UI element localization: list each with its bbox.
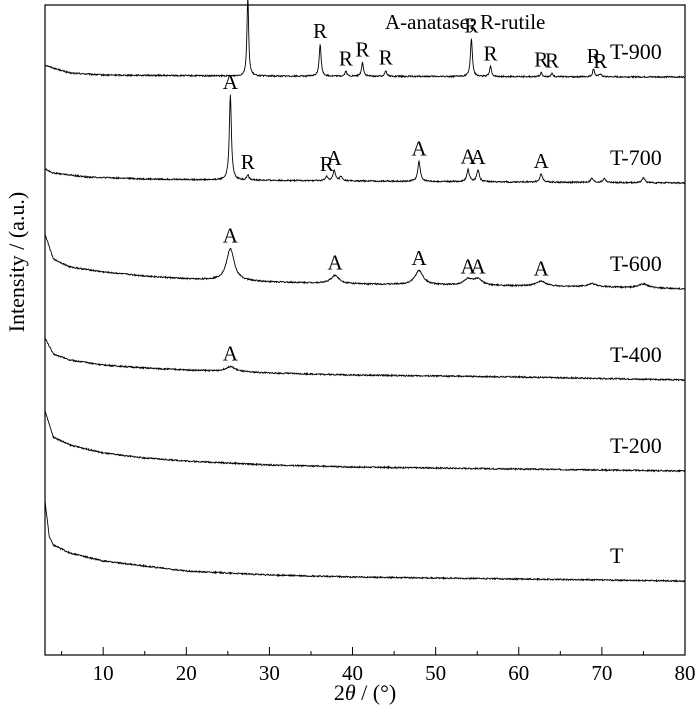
x-tick-label: 40 — [342, 661, 363, 685]
series-label: T-200 — [610, 433, 662, 458]
peak-label: A — [411, 136, 427, 160]
series-curves — [44, 0, 686, 583]
series-line-T — [44, 500, 686, 583]
peak-label: R — [464, 14, 478, 38]
peak-label: R — [593, 49, 607, 73]
x-axis-title-part-2: / (°) — [356, 680, 397, 705]
series-line-T-700 — [44, 94, 686, 185]
x-tick-label: 10 — [93, 661, 114, 685]
peak-label: A — [411, 246, 427, 270]
series-label: T-400 — [610, 342, 662, 367]
x-axis-title-part-1: 2 — [334, 680, 345, 705]
x-tick-label: 80 — [675, 661, 696, 685]
peak-labels: RRRRRRRRRRRARRAAAAAAAAAAAA — [223, 14, 607, 366]
series-label: T-600 — [610, 251, 662, 276]
peak-label: A — [470, 145, 486, 169]
peak-label: R — [545, 49, 559, 73]
peak-label: A — [460, 254, 476, 278]
series-line-T-400 — [44, 338, 686, 382]
peak-label: A — [223, 224, 239, 248]
series-label: T-700 — [610, 145, 662, 170]
peak-label: A — [470, 255, 486, 279]
y-axis-title: Intensity / (a.u.) — [4, 192, 29, 333]
series-line-T-600 — [44, 234, 686, 290]
peak-label: R — [534, 48, 548, 72]
x-tick-label: 60 — [508, 661, 529, 685]
x-axis-title-theta: θ — [345, 680, 356, 705]
peak-label: A — [223, 342, 239, 366]
peak-label: R — [483, 42, 497, 66]
series-line-T-200 — [44, 410, 686, 473]
peak-label: A — [327, 251, 343, 275]
peak-label: R — [320, 152, 334, 176]
x-tick-label: 50 — [425, 661, 446, 685]
series-labels: T-900 T-700 T-600 T-400 T-200 T — [610, 39, 662, 568]
series-label: T — [610, 543, 624, 568]
peak-label: A — [327, 146, 343, 170]
peak-label: R — [355, 37, 369, 61]
x-tick-label: 20 — [176, 661, 197, 685]
peak-label: R — [587, 44, 601, 68]
peak-label: R — [241, 150, 255, 174]
peak-label: A — [223, 70, 239, 94]
peak-label: A — [534, 149, 550, 173]
series-line-T-900 — [44, 0, 686, 79]
peak-label: A — [534, 256, 550, 280]
x-ticks: 10 20 30 40 50 60 70 80 — [61, 647, 696, 685]
x-axis-title: 2θ / (°) — [334, 680, 396, 705]
peak-label: A — [460, 145, 476, 169]
peak-label: R — [313, 19, 327, 43]
series-label: T-900 — [610, 39, 662, 64]
legend-text: A-anatase; R-rutile — [385, 10, 545, 34]
x-tick-label: 30 — [259, 661, 280, 685]
plot-frame — [44, 4, 686, 656]
x-tick-label: 70 — [591, 661, 612, 685]
peak-label: R — [339, 46, 353, 70]
peak-label: R — [379, 45, 393, 69]
axes — [44, 4, 686, 656]
